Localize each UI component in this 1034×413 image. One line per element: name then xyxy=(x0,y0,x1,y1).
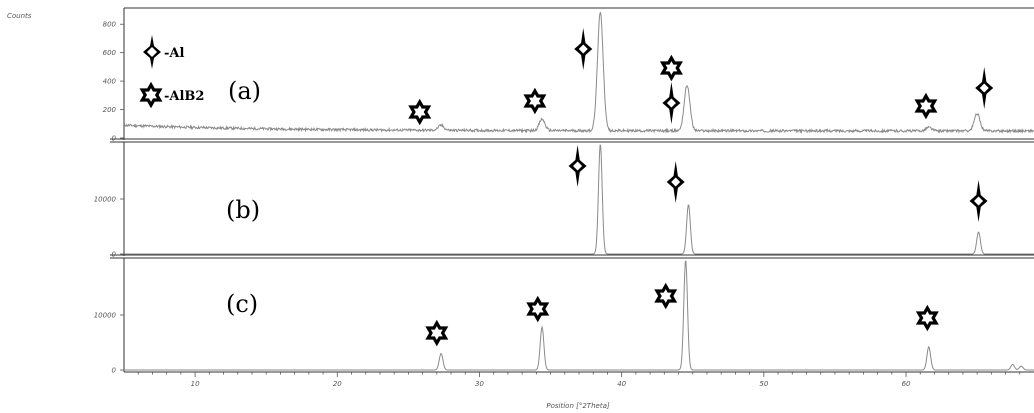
x-tick-label: 40 xyxy=(617,380,626,388)
al-marker-icon xyxy=(568,145,587,187)
hexagram-shape xyxy=(659,54,683,82)
x-tick-label: 50 xyxy=(759,380,768,388)
x-tick-label: 30 xyxy=(475,380,484,388)
alb2-marker-icon xyxy=(408,98,432,126)
hexagram-shape xyxy=(526,295,550,323)
alb2-marker-icon xyxy=(914,92,938,120)
y-tick-label: 10000 xyxy=(94,196,117,204)
panel-frames xyxy=(110,7,1034,373)
al-marker-icon xyxy=(574,28,593,70)
legend-marker-al xyxy=(143,35,161,69)
alb2-marker-icon xyxy=(915,304,939,332)
hexagram-shape xyxy=(914,92,938,120)
diamond-cross-hole xyxy=(666,98,676,108)
x-tick-label: 60 xyxy=(902,380,911,388)
pattern-line-a xyxy=(123,11,1034,134)
al-marker-icon xyxy=(662,82,681,124)
legend: -Al -AlB2 xyxy=(139,35,204,109)
diamond-cross-hole xyxy=(979,83,989,93)
hexagram-shape xyxy=(408,98,432,126)
hexagram-shape xyxy=(654,282,678,310)
y-tick-label: 200 xyxy=(103,106,117,114)
y-tick-label: 400 xyxy=(103,78,117,86)
hexagram-shape xyxy=(523,87,547,115)
y-tick-label: 0 xyxy=(112,251,117,259)
pattern-line-b xyxy=(124,144,1034,255)
hexagram-icon xyxy=(139,81,163,109)
pattern-series xyxy=(123,11,1034,371)
alb2-marker-icon xyxy=(523,87,547,115)
alb2-marker-icon xyxy=(654,282,678,310)
panel-label-a: (a) xyxy=(228,77,261,105)
x-axis-title: Position [°2Theta] xyxy=(546,402,609,410)
y-tick-label: 0 xyxy=(112,135,117,143)
y-tick-label: 0 xyxy=(112,367,117,375)
hexagram-shape xyxy=(915,304,939,332)
alb2-marker-icon xyxy=(526,295,550,323)
diamond-cross-icon-inner xyxy=(147,47,157,57)
panel-label-b: (b) xyxy=(226,196,260,224)
alb2-marker-icon xyxy=(425,319,449,347)
diamond-cross-hole xyxy=(573,161,583,171)
y-tick-label: 800 xyxy=(103,21,117,29)
al-marker-icon xyxy=(666,161,685,203)
legend-marker-alb2 xyxy=(139,81,163,109)
x-tick-label: 20 xyxy=(333,380,342,388)
diamond-cross-hole xyxy=(974,196,984,206)
alb2-marker-icon xyxy=(659,54,683,82)
legend-label-al: -Al xyxy=(164,46,184,61)
legend-label-alb2: -AlB2 xyxy=(164,89,204,104)
phase-markers xyxy=(408,28,994,347)
al-marker-icon xyxy=(975,67,994,109)
y-axis-title: Counts xyxy=(7,12,32,20)
pattern-line-c xyxy=(124,260,1034,371)
diamond-cross-hole xyxy=(671,177,681,187)
panel-label-c: (c) xyxy=(226,290,258,318)
hexagram-shape xyxy=(425,319,449,347)
x-tick-label: 10 xyxy=(191,380,200,388)
al-marker-icon xyxy=(969,180,988,222)
y-tick-label: 10000 xyxy=(94,312,117,320)
y-tick-label: 600 xyxy=(103,49,117,57)
diamond-cross-hole xyxy=(578,44,588,54)
